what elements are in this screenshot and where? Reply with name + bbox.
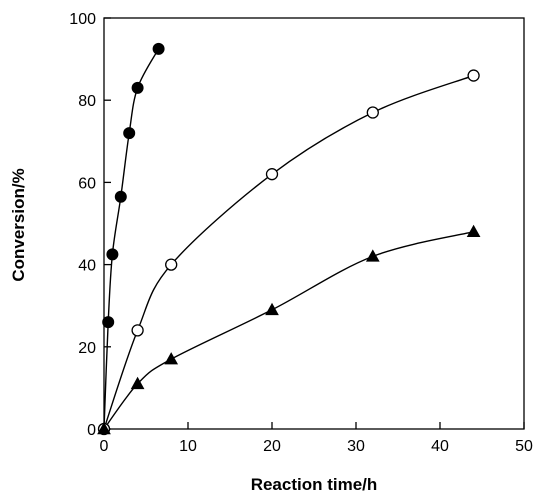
y-tick-label: 100 — [69, 11, 96, 28]
series-2-point — [131, 324, 144, 337]
series-2-curve — [103, 74, 474, 430]
series-2-point — [467, 69, 480, 82]
axes: 0 10 20 30 40 50 0 20 40 60 80 100 — [69, 11, 533, 455]
y-tick-label: 20 — [78, 340, 96, 357]
series-3-point — [365, 249, 380, 262]
series-3-point — [265, 302, 279, 316]
series-3-curve — [103, 231, 474, 430]
x-tick-label: 30 — [347, 438, 365, 455]
series-1-point — [131, 81, 144, 94]
x-axis-label: Reaction time/h — [251, 475, 378, 494]
series-1-point — [152, 42, 165, 55]
fit-curves — [103, 48, 474, 430]
series-2-point — [165, 258, 178, 271]
x-tick-label: 0 — [100, 438, 109, 455]
series-1-point — [102, 316, 115, 329]
x-tick-label: 50 — [515, 438, 533, 455]
y-tick-label: 0 — [87, 422, 96, 439]
y-tick-label: 80 — [78, 93, 96, 110]
series-1-point — [114, 190, 127, 203]
series-3-point — [164, 352, 179, 365]
series-3-point — [466, 224, 481, 238]
series-3-point — [130, 376, 145, 390]
series-1-point — [106, 248, 119, 261]
series-3-point — [97, 421, 111, 435]
series-2-point — [366, 106, 379, 119]
y-tick-label: 60 — [78, 175, 96, 192]
series-2-point — [265, 168, 279, 181]
y-axis-label: Conversion/% — [9, 168, 28, 281]
x-tick-label: 10 — [179, 438, 197, 455]
x-tick-label: 40 — [431, 438, 449, 455]
y-tick-label: 40 — [78, 258, 96, 275]
x-tick-label: 20 — [263, 438, 281, 455]
plot-frame — [103, 17, 525, 430]
series-1-point — [123, 127, 136, 140]
data-markers — [97, 42, 481, 436]
